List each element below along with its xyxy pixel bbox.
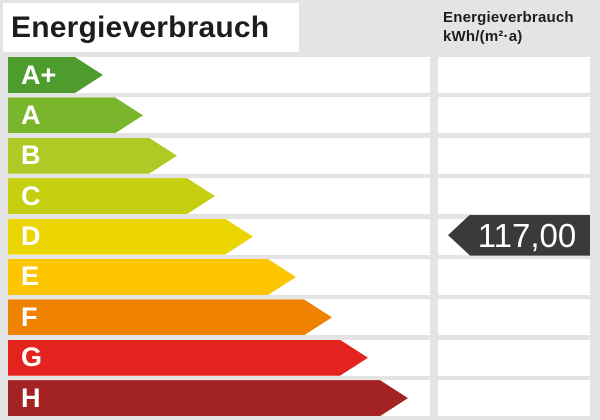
value-cell bbox=[438, 57, 590, 93]
energy-class-arrow-a: A bbox=[8, 97, 143, 133]
value-cell bbox=[438, 178, 590, 215]
energy-class-letter: A bbox=[21, 99, 41, 130]
value-cell bbox=[438, 299, 590, 336]
energy-class-letter: B bbox=[21, 140, 41, 171]
unit-header-line2: kWh/(m²·a) bbox=[443, 28, 523, 45]
energy-class-letter: H bbox=[21, 382, 41, 413]
energy-class-letter: F bbox=[21, 301, 38, 332]
energy-class-arrow-g: G bbox=[8, 340, 368, 376]
energy-class-row-a-plus: A+ bbox=[8, 57, 590, 93]
value-cell bbox=[438, 258, 590, 295]
energy-class-row-h: H bbox=[8, 380, 590, 417]
unit-header: Energieverbrauch kWh/(m²·a) bbox=[443, 8, 574, 46]
energy-class-letter: E bbox=[21, 261, 40, 292]
page-title: Energieverbrauch bbox=[11, 10, 270, 44]
energy-class-arrow-b: B bbox=[8, 138, 177, 174]
title-box: Energieverbrauch bbox=[3, 3, 299, 52]
energy-class-arrow-f: F bbox=[8, 299, 332, 335]
energy-scale: A+ A B C D bbox=[8, 57, 590, 417]
value-cell bbox=[438, 380, 590, 417]
energy-value-badge: 117,00 bbox=[448, 214, 590, 256]
value-cell bbox=[438, 97, 590, 134]
energy-value: 117,00 bbox=[477, 216, 577, 254]
energy-class-letter: G bbox=[21, 342, 43, 373]
energy-class-letter: C bbox=[21, 180, 41, 211]
energy-class-letter: D bbox=[21, 221, 41, 252]
energy-class-arrow-c: C bbox=[8, 178, 215, 214]
energy-class-row-b: B bbox=[8, 137, 590, 174]
energy-class-row-e: E bbox=[8, 258, 590, 295]
energy-class-letter: A+ bbox=[21, 59, 57, 90]
value-cell bbox=[438, 137, 590, 174]
energy-class-row-f: F bbox=[8, 299, 590, 336]
energy-class-arrow-h: H bbox=[8, 380, 408, 416]
energy-class-arrow-e: E bbox=[8, 259, 296, 295]
unit-header-line1: Energieverbrauch bbox=[443, 9, 574, 26]
energy-class-row-c: C bbox=[8, 178, 590, 215]
energy-class-row-g: G bbox=[8, 339, 590, 376]
energy-class-row-a: A bbox=[8, 97, 590, 134]
energy-class-row-d: D 117,00 bbox=[8, 214, 590, 256]
energy-class-arrow-d: D bbox=[8, 219, 253, 255]
value-cell bbox=[438, 339, 590, 376]
